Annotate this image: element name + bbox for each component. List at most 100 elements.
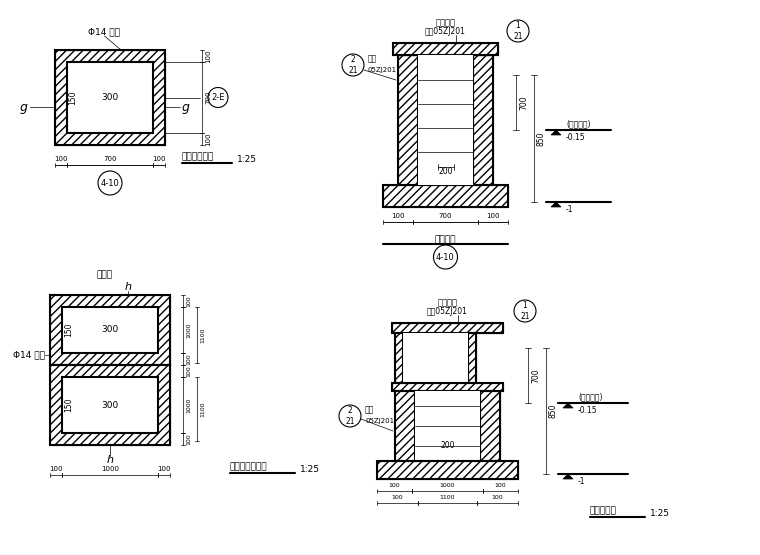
Bar (395, 333, 403, 383)
Text: -1: -1 (566, 205, 574, 214)
Text: 1000: 1000 (186, 397, 191, 413)
Text: 100: 100 (186, 295, 191, 307)
Bar (468, 333, 476, 383)
Text: 100: 100 (492, 495, 503, 500)
Bar (50, 295, 170, 365)
Text: 150: 150 (65, 398, 74, 412)
Polygon shape (551, 130, 561, 135)
Bar (392, 383, 503, 391)
Text: 300: 300 (101, 325, 119, 335)
Text: 1:25: 1:25 (300, 465, 320, 473)
Text: 爬梯大样: 爬梯大样 (435, 235, 456, 245)
Text: 300: 300 (101, 401, 119, 410)
Text: -0.15: -0.15 (566, 133, 586, 142)
Text: 定制盖板: 定制盖板 (438, 299, 458, 307)
Text: -0.15: -0.15 (578, 406, 597, 415)
Text: Φ14 拉手: Φ14 拉手 (88, 28, 121, 37)
Text: 1
21: 1 21 (513, 21, 523, 41)
Bar (50, 295, 170, 365)
Text: 1000: 1000 (440, 483, 455, 488)
Text: 300: 300 (101, 93, 119, 102)
Bar (395, 391, 415, 461)
Bar (383, 185, 508, 207)
Text: 2-E: 2-E (211, 93, 225, 102)
Text: 灰水: 灰水 (368, 54, 377, 63)
Bar (480, 391, 500, 461)
Text: 100: 100 (486, 213, 500, 219)
Text: 4-10: 4-10 (100, 179, 119, 188)
Text: -1: -1 (578, 477, 585, 486)
Text: 05ZJ201: 05ZJ201 (368, 67, 397, 73)
Bar (67, 62, 153, 133)
Bar (392, 323, 503, 333)
Text: Φ14 拉手: Φ14 拉手 (13, 351, 45, 360)
Text: 200: 200 (439, 168, 453, 176)
Text: 100: 100 (205, 132, 211, 146)
Bar (393, 43, 498, 55)
Text: 格梯口: 格梯口 (97, 270, 113, 280)
Text: 1100: 1100 (200, 401, 205, 417)
Text: 700: 700 (531, 368, 540, 383)
Text: 灰水: 灰水 (365, 405, 374, 414)
Text: 850: 850 (549, 403, 558, 418)
Bar (55, 50, 165, 145)
Text: 格梯口大样: 格梯口大样 (590, 507, 617, 516)
Text: 100: 100 (388, 483, 401, 488)
Text: 100: 100 (186, 433, 191, 445)
Text: 700: 700 (439, 213, 452, 219)
Bar (62, 377, 158, 433)
Bar (398, 55, 418, 185)
Text: 850: 850 (537, 131, 546, 146)
Text: 100: 100 (152, 156, 166, 162)
Text: 1
21: 1 21 (521, 301, 530, 321)
Bar (377, 461, 518, 479)
Text: 05ZJ201: 05ZJ201 (365, 418, 394, 424)
Text: 700: 700 (103, 156, 117, 162)
Text: 100: 100 (54, 156, 68, 162)
Bar (62, 307, 158, 353)
Bar (67, 62, 153, 133)
Text: 定制盖板: 定制盖板 (435, 18, 455, 28)
Text: 爬梯平面大样: 爬梯平面大样 (182, 153, 214, 162)
Bar (50, 365, 170, 445)
Bar (468, 333, 476, 383)
Bar (395, 391, 415, 461)
Text: 1100: 1100 (440, 495, 455, 500)
Bar (418, 55, 473, 185)
Text: 100: 100 (495, 483, 506, 488)
Text: 1000: 1000 (101, 466, 119, 472)
Text: 100: 100 (186, 353, 191, 365)
Text: 700: 700 (519, 95, 528, 110)
Bar (395, 333, 403, 383)
Bar (62, 307, 158, 353)
Bar (480, 391, 500, 461)
Text: 参见05ZJ201: 参见05ZJ201 (427, 306, 468, 315)
Bar (393, 43, 498, 55)
Bar (377, 461, 518, 479)
Text: 150: 150 (68, 90, 78, 105)
Text: 格梯口平面大样: 格梯口平面大样 (230, 462, 268, 472)
Polygon shape (563, 403, 573, 408)
Text: 2
21: 2 21 (345, 406, 355, 426)
Bar (55, 50, 165, 145)
Bar (50, 365, 170, 445)
Text: 100: 100 (49, 466, 63, 472)
Bar (62, 377, 158, 433)
Bar (392, 383, 503, 391)
Bar (415, 391, 480, 461)
Text: 1000: 1000 (186, 322, 191, 338)
Bar (392, 323, 503, 333)
Text: 100: 100 (205, 49, 211, 63)
Polygon shape (563, 474, 573, 479)
Bar (398, 55, 418, 185)
Text: g: g (19, 100, 27, 114)
Text: 100: 100 (391, 495, 404, 500)
Text: 4-10: 4-10 (436, 253, 455, 261)
Bar (403, 333, 468, 383)
Text: 100: 100 (391, 213, 405, 219)
Text: g: g (182, 100, 190, 114)
Bar (473, 55, 493, 185)
Polygon shape (551, 202, 561, 207)
Text: 参见05ZJ201: 参见05ZJ201 (425, 27, 466, 36)
Text: 1100: 1100 (200, 327, 205, 343)
